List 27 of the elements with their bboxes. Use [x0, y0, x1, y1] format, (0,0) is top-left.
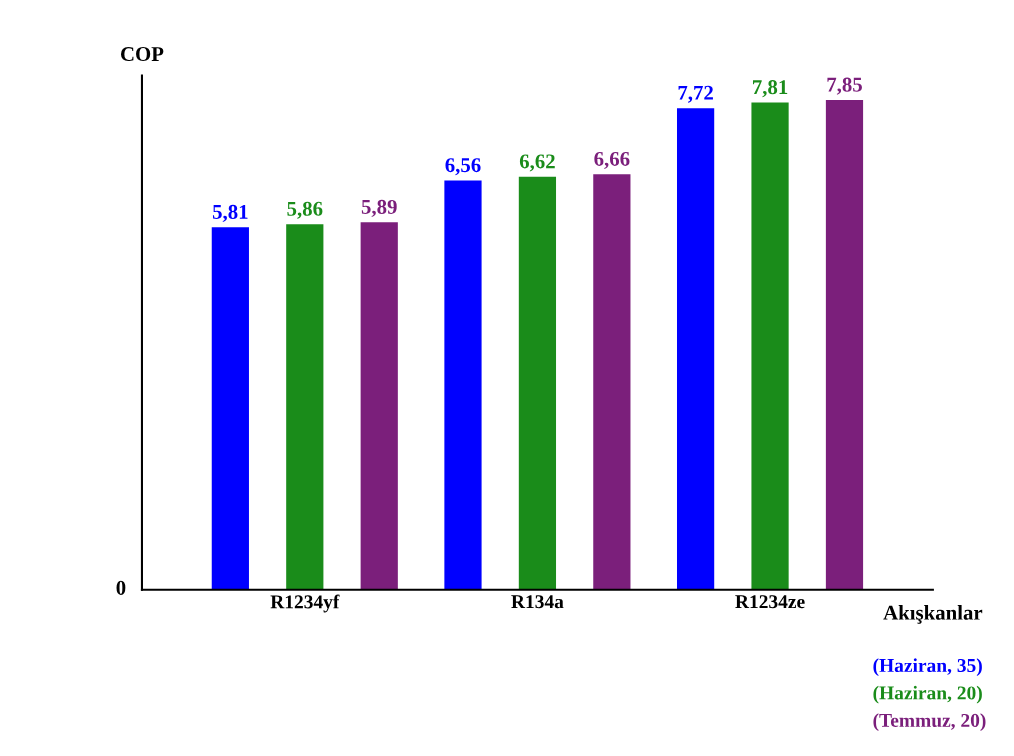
- bar: [444, 180, 482, 590]
- text: (Haziran, 20): [873, 685, 982, 704]
- y-axis-title: COP: [120, 47, 164, 62]
- x-tick-label: R1234ze: [735, 595, 805, 609]
- bar: [211, 227, 249, 590]
- bar: [518, 176, 557, 590]
- bar: [360, 222, 398, 590]
- data-label: 7,72: [678, 85, 713, 103]
- bar: [825, 100, 864, 590]
- data-label: 6,56: [445, 158, 481, 176]
- data-label: 5,81: [212, 204, 248, 222]
- bar: [676, 108, 715, 590]
- bar: [286, 224, 324, 590]
- x-tick-label: R1234yf: [270, 594, 340, 613]
- text: 0: [116, 580, 126, 595]
- data-label: 6,62: [519, 154, 555, 172]
- bar: [751, 102, 789, 590]
- data-label: 5,86: [287, 201, 323, 219]
- x-axis-title: Akışkanlar: [883, 605, 983, 624]
- text: (Haziran, 35): [873, 658, 982, 676]
- data-label: 7,85: [827, 77, 862, 95]
- data-label: 7,81: [753, 80, 788, 98]
- bar: [593, 174, 631, 590]
- data-label: 5,89: [361, 199, 397, 217]
- x-tick-label: R134a: [511, 595, 564, 609]
- text: (Temmuz, 20): [873, 713, 986, 731]
- data-label: 6,66: [594, 151, 630, 169]
